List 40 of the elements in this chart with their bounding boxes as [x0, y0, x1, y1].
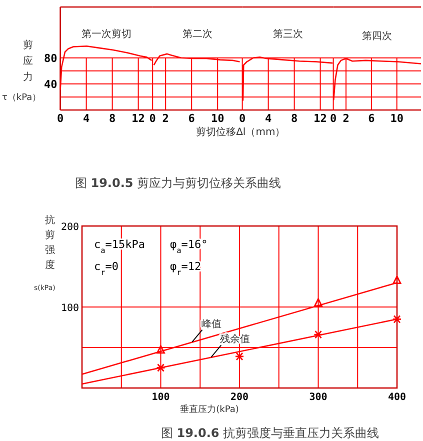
x-tick-label: 8 — [108, 112, 116, 125]
x-tick-label: 8 — [290, 112, 298, 125]
y-axis-title: 剪应力 τ（kPa） — [2, 39, 42, 103]
text: 图 19.0.5 剪应力与剪切位移关系曲线 — [74, 176, 282, 190]
x-tick-label: 2 — [342, 112, 350, 125]
point — [314, 330, 323, 339]
annotation: c$_{r}$=0 — [94, 260, 119, 276]
text: 第一次剪切 — [81, 28, 132, 40]
point — [156, 345, 165, 354]
x-tick-label: 10 — [210, 112, 224, 125]
x-tick-label: 12 — [314, 112, 327, 125]
x-tick-label: 12 — [132, 112, 145, 125]
x-tick-label: 0 — [238, 112, 246, 125]
text: 第二次 — [182, 28, 212, 40]
x-axis-title: 剪切位移Δl（mm） — [196, 126, 286, 138]
point — [392, 314, 402, 324]
point — [314, 298, 322, 307]
x-tick-label: 4 — [82, 112, 90, 125]
annotation: 峰值 — [201, 318, 222, 330]
point — [234, 352, 244, 361]
y-tick-label: 40 — [44, 78, 58, 91]
x-tick-label: 2 — [162, 112, 169, 125]
x-tick-label: 0 — [56, 112, 64, 125]
x-tick-label: 0 — [149, 112, 156, 125]
x-tick-label: 6 — [368, 112, 376, 125]
text: 第三次 — [272, 28, 303, 40]
text: 图 19.0.6 抗剪强度与垂直压力关系曲线 — [160, 426, 380, 440]
x-tick-label: 400 — [388, 392, 406, 403]
x-tick-label: 200 — [230, 392, 249, 403]
y-tick-label: 80 — [44, 52, 58, 65]
x-tick-label: 0 — [330, 112, 337, 125]
x-tick-label: 10 — [390, 112, 404, 125]
x-tick-label: 100 — [152, 392, 170, 403]
x-tick-label: 300 — [309, 392, 328, 403]
x-tick-label: 6 — [188, 112, 196, 125]
text: 第四次 — [362, 30, 392, 42]
x-tick-label: 4 — [264, 112, 272, 125]
point — [156, 364, 166, 372]
x-axis-title: 垂直压力(kPa) — [180, 404, 239, 415]
point — [392, 276, 402, 284]
